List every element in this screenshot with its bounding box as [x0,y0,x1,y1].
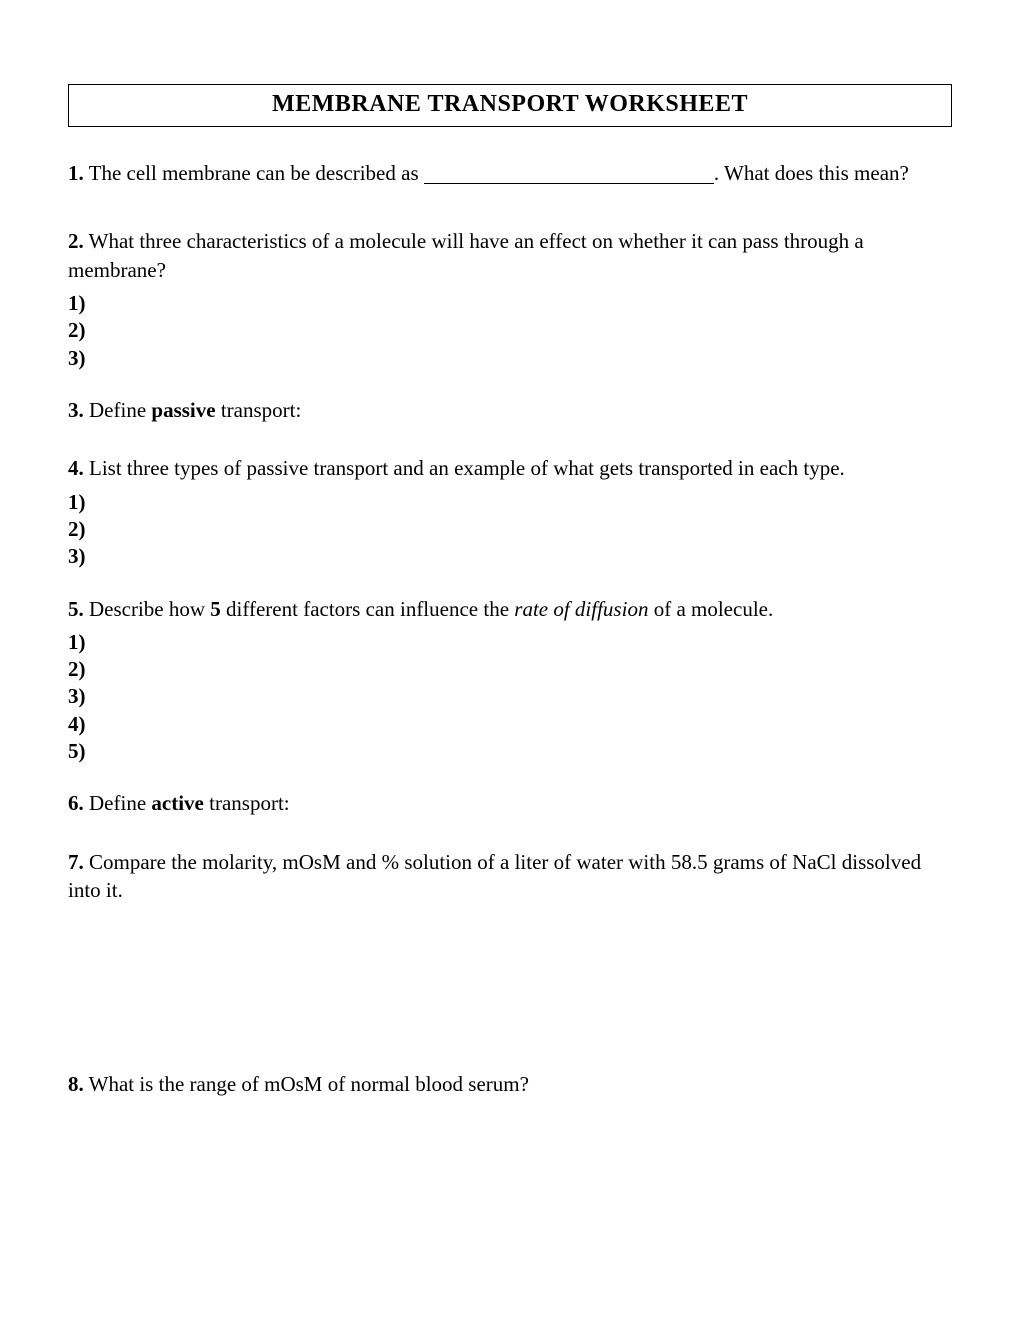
q5-italic: rate of diffusion [514,597,648,621]
q8-number: 8. [68,1072,84,1096]
spacer [68,571,952,595]
spacer [68,910,952,1070]
question-3: 3. Define passive transport: [68,396,952,424]
q2-item-2: 2) [68,317,952,344]
question-1: 1. The cell membrane can be described as… [68,159,952,187]
q2-item-3: 3) [68,345,952,372]
q6-text-a: Define [84,791,152,815]
q5-item-2: 2) [68,656,952,683]
q1-text-b: . What does this mean? [714,161,909,185]
q2-item-1: 1) [68,290,952,317]
q5-item-4: 4) [68,711,952,738]
q1-blank[interactable] [424,183,714,184]
title-box: MEMBRANE TRANSPORT WORKSHEET [68,84,952,127]
q2-text: What three characteristics of a molecule… [68,229,864,281]
question-5: 5. Describe how 5 different factors can … [68,595,952,623]
worksheet-page: MEMBRANE TRANSPORT WORKSHEET 1. The cell… [0,0,1020,1320]
q6-bold: active [151,791,203,815]
q5-bold: 5 [210,597,221,621]
q3-text-a: Define [84,398,152,422]
q5-text-a: Describe how [84,597,211,621]
worksheet-title: MEMBRANE TRANSPORT WORKSHEET [272,91,748,117]
q5-text-c: of a molecule. [648,597,773,621]
q1-text-a: The cell membrane can be described as [84,161,424,185]
q8-text: What is the range of mOsM of normal bloo… [84,1072,529,1096]
q4-item-2: 2) [68,516,952,543]
question-4: 4. List three types of passive transport… [68,454,952,482]
q1-number: 1. [68,161,84,185]
question-8: 8. What is the range of mOsM of normal b… [68,1070,952,1098]
q3-text-b: transport: [216,398,302,422]
q5-item-5: 5) [68,738,952,765]
spacer [68,372,952,396]
q5-item-1: 1) [68,629,952,656]
question-6: 6. Define active transport: [68,789,952,817]
spacer [68,193,952,227]
spacer [68,430,952,454]
q4-item-1: 1) [68,489,952,516]
q4-text: List three types of passive transport an… [84,456,845,480]
q6-text-b: transport: [204,791,290,815]
q5-text-b: different factors can influence the [221,597,514,621]
spacer [68,765,952,789]
q7-number: 7. [68,850,84,874]
q3-bold: passive [151,398,215,422]
q4-number: 4. [68,456,84,480]
q7-text: Compare the molarity, mOsM and % solutio… [68,850,921,902]
q5-item-3: 3) [68,683,952,710]
q5-number: 5. [68,597,84,621]
spacer [68,824,952,848]
question-2: 2. What three characteristics of a molec… [68,227,952,284]
question-7: 7. Compare the molarity, mOsM and % solu… [68,848,952,905]
q3-number: 3. [68,398,84,422]
q4-item-3: 3) [68,543,952,570]
q6-number: 6. [68,791,84,815]
q2-number: 2. [68,229,84,253]
